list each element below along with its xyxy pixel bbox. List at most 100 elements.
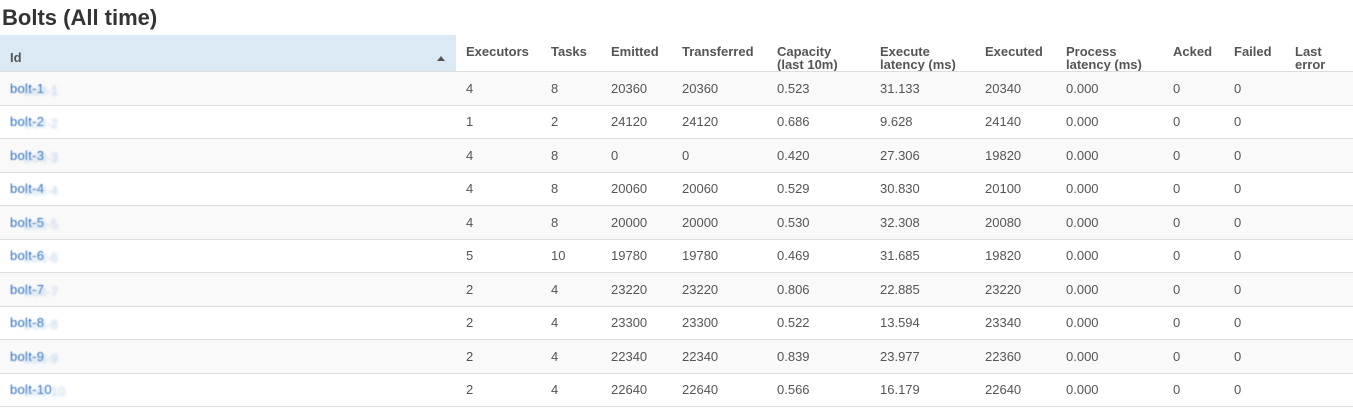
cell-emitted: 20060: [601, 171, 672, 206]
section-title: Bolts (All time): [2, 5, 158, 30]
cell-execute-latency: 23.977: [870, 339, 975, 373]
cell-tasks: 10: [541, 238, 601, 273]
cell-tasks: 4: [541, 372, 601, 407]
table-row: bolt-102422640226400.56616.179226400.000…: [0, 372, 1353, 407]
table-row: bolt-44820060200600.52930.830201000.0000…: [0, 171, 1353, 206]
cell-id: bolt-8: [0, 305, 456, 340]
cell-emitted: 20000: [601, 205, 672, 239]
cell-tasks: 8: [541, 171, 601, 206]
column-header-failed[interactable]: Failed: [1224, 35, 1285, 72]
cell-tasks: 4: [541, 272, 601, 306]
table-row: bolt-651019780197800.46931.685198200.000…: [0, 238, 1353, 273]
column-header-executed[interactable]: Executed: [975, 35, 1056, 72]
cell-execute-latency: 31.685: [870, 238, 975, 273]
cell-capacity: 0.522: [767, 305, 870, 340]
cell-id: bolt-7: [0, 272, 456, 306]
cell-transferred: 0: [672, 138, 767, 172]
cell-acked: 0: [1163, 339, 1224, 373]
cell-failed: 0: [1224, 171, 1285, 206]
cell-last-error: [1285, 104, 1353, 139]
cell-executed: 22640: [975, 372, 1056, 407]
column-header-execute-latency[interactable]: Execute latency (ms): [870, 35, 975, 72]
column-header-acked[interactable]: Acked: [1163, 35, 1224, 72]
cell-transferred: 20060: [672, 171, 767, 206]
cell-executors: 4: [456, 171, 541, 206]
cell-tasks: 8: [541, 205, 601, 239]
sort-ascending-icon: [437, 56, 445, 61]
cell-acked: 0: [1163, 272, 1224, 306]
cell-last-error: [1285, 238, 1353, 273]
cell-executors: 4: [456, 205, 541, 239]
cell-process-latency: 0.000: [1056, 305, 1163, 340]
bolt-id-link[interactable]: bolt-4: [10, 181, 44, 196]
bolt-id-link[interactable]: bolt-2: [10, 114, 44, 129]
cell-emitted: 23300: [601, 305, 672, 340]
cell-execute-latency: 32.308: [870, 205, 975, 239]
cell-last-error: [1285, 205, 1353, 239]
cell-executed: 22360: [975, 339, 1056, 373]
cell-emitted: 23220: [601, 272, 672, 306]
bolt-id-link[interactable]: bolt-9: [10, 349, 44, 364]
cell-emitted: 0: [601, 138, 672, 172]
bolt-id-link[interactable]: bolt-8: [10, 315, 44, 330]
column-header-id[interactable]: Id: [0, 35, 456, 72]
column-header-id-label: Id: [10, 50, 22, 65]
table-header-row: Id Executors Tasks Emitted Transferred C…: [0, 35, 1353, 72]
column-header-executors[interactable]: Executors: [456, 35, 541, 72]
cell-transferred: 23300: [672, 305, 767, 340]
cell-execute-latency: 22.885: [870, 272, 975, 306]
column-header-last-error[interactable]: Last error: [1285, 35, 1353, 72]
cell-id: bolt-6: [0, 238, 456, 273]
cell-tasks: 4: [541, 339, 601, 373]
cell-id: bolt-9: [0, 339, 456, 373]
cell-emitted: 20360: [601, 71, 672, 105]
cell-acked: 0: [1163, 305, 1224, 340]
column-header-capacity[interactable]: Capacity (last 10m): [767, 35, 870, 72]
cell-id: bolt-2: [0, 104, 456, 139]
bolt-id-link[interactable]: bolt-3: [10, 148, 44, 163]
bolt-id-link[interactable]: bolt-5: [10, 215, 44, 230]
column-header-transferred[interactable]: Transferred: [672, 35, 767, 72]
cell-last-error: [1285, 305, 1353, 340]
table-body: bolt-14820360203600.52331.133203400.0000…: [0, 71, 1353, 407]
bolt-id-link[interactable]: bolt-6: [10, 248, 44, 263]
cell-executors: 5: [456, 238, 541, 273]
cell-capacity: 0.806: [767, 272, 870, 306]
cell-id: bolt-3: [0, 138, 456, 172]
cell-tasks: 2: [541, 104, 601, 139]
cell-executed: 23220: [975, 272, 1056, 306]
bolt-id-link[interactable]: bolt-10: [10, 382, 52, 397]
cell-executed: 24140: [975, 104, 1056, 139]
cell-failed: 0: [1224, 238, 1285, 273]
cell-last-error: [1285, 138, 1353, 172]
cell-capacity: 0.530: [767, 205, 870, 239]
column-header-tasks[interactable]: Tasks: [541, 35, 601, 72]
cell-executors: 4: [456, 71, 541, 105]
cell-transferred: 22640: [672, 372, 767, 407]
cell-process-latency: 0.000: [1056, 71, 1163, 105]
cell-executors: 2: [456, 339, 541, 373]
bolt-id-link[interactable]: bolt-7: [10, 282, 44, 297]
cell-executed: 20340: [975, 71, 1056, 105]
cell-transferred: 20000: [672, 205, 767, 239]
cell-transferred: 23220: [672, 272, 767, 306]
cell-acked: 0: [1163, 205, 1224, 239]
column-header-process-latency[interactable]: Process latency (ms): [1056, 35, 1163, 72]
cell-executors: 2: [456, 305, 541, 340]
cell-acked: 0: [1163, 171, 1224, 206]
cell-transferred: 22340: [672, 339, 767, 373]
cell-tasks: 8: [541, 71, 601, 105]
table-row: bolt-14820360203600.52331.133203400.0000…: [0, 71, 1353, 105]
cell-last-error: [1285, 372, 1353, 407]
bolt-id-link[interactable]: bolt-1: [10, 81, 44, 96]
cell-acked: 0: [1163, 238, 1224, 273]
cell-acked: 0: [1163, 104, 1224, 139]
column-header-emitted[interactable]: Emitted: [601, 35, 672, 72]
cell-process-latency: 0.000: [1056, 104, 1163, 139]
cell-last-error: [1285, 171, 1353, 206]
cell-capacity: 0.469: [767, 238, 870, 273]
cell-tasks: 4: [541, 305, 601, 340]
cell-emitted: 24120: [601, 104, 672, 139]
cell-emitted: 19780: [601, 238, 672, 273]
